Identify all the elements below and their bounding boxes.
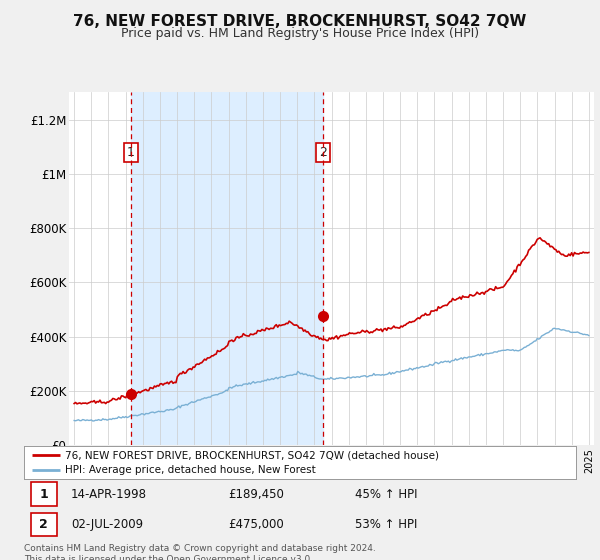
Text: 1: 1 (127, 146, 134, 159)
FancyBboxPatch shape (31, 482, 57, 506)
Text: 76, NEW FOREST DRIVE, BROCKENHURST, SO42 7QW (detached house): 76, NEW FOREST DRIVE, BROCKENHURST, SO42… (65, 450, 439, 460)
Text: 02-JUL-2009: 02-JUL-2009 (71, 518, 143, 531)
Text: £189,450: £189,450 (228, 488, 284, 501)
Text: 2: 2 (40, 518, 48, 531)
Text: 2: 2 (319, 146, 327, 159)
Bar (131, 92, 323, 445)
Text: 45% ↑ HPI: 45% ↑ HPI (355, 488, 418, 501)
Text: 76, NEW FOREST DRIVE, BROCKENHURST, SO42 7QW: 76, NEW FOREST DRIVE, BROCKENHURST, SO42… (73, 14, 527, 29)
Text: £475,000: £475,000 (228, 518, 284, 531)
Text: 1: 1 (40, 488, 48, 501)
FancyBboxPatch shape (31, 513, 57, 536)
Text: HPI: Average price, detached house, New Forest: HPI: Average price, detached house, New … (65, 465, 316, 475)
Text: Contains HM Land Registry data © Crown copyright and database right 2024.
This d: Contains HM Land Registry data © Crown c… (24, 544, 376, 560)
Text: 53% ↑ HPI: 53% ↑ HPI (355, 518, 418, 531)
Text: 14-APR-1998: 14-APR-1998 (71, 488, 147, 501)
Text: Price paid vs. HM Land Registry's House Price Index (HPI): Price paid vs. HM Land Registry's House … (121, 27, 479, 40)
